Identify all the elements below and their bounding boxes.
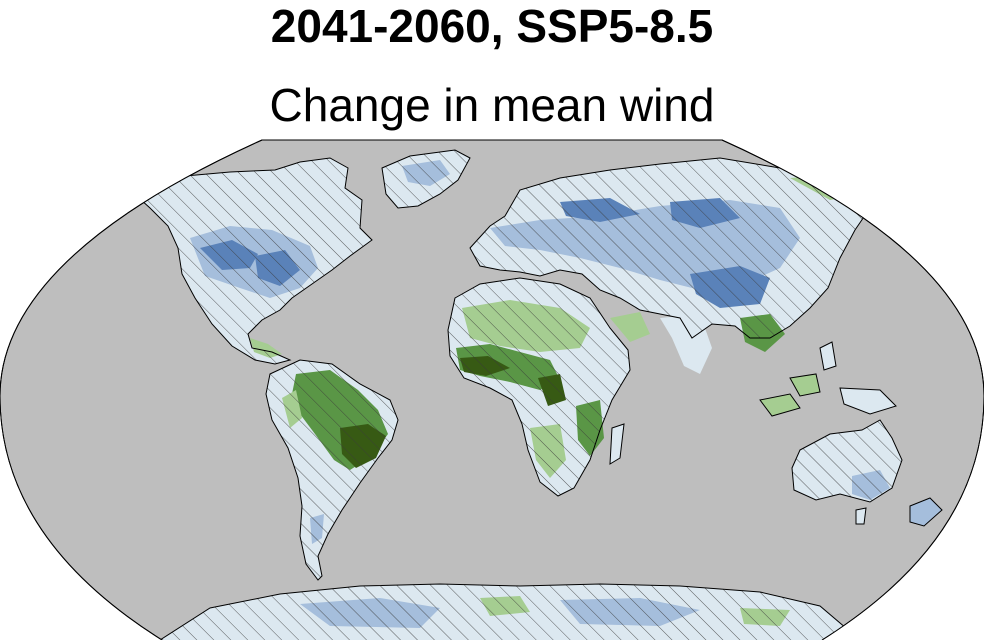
- significance-hatching: [130, 150, 902, 640]
- world-map-svg: [0, 139, 984, 640]
- figure-subtitle: Change in mean wind: [269, 79, 715, 131]
- figure-title: 2041-2060, SSP5-8.5: [270, 0, 714, 52]
- world-map: [0, 138, 984, 640]
- coastlines: [129, 149, 943, 640]
